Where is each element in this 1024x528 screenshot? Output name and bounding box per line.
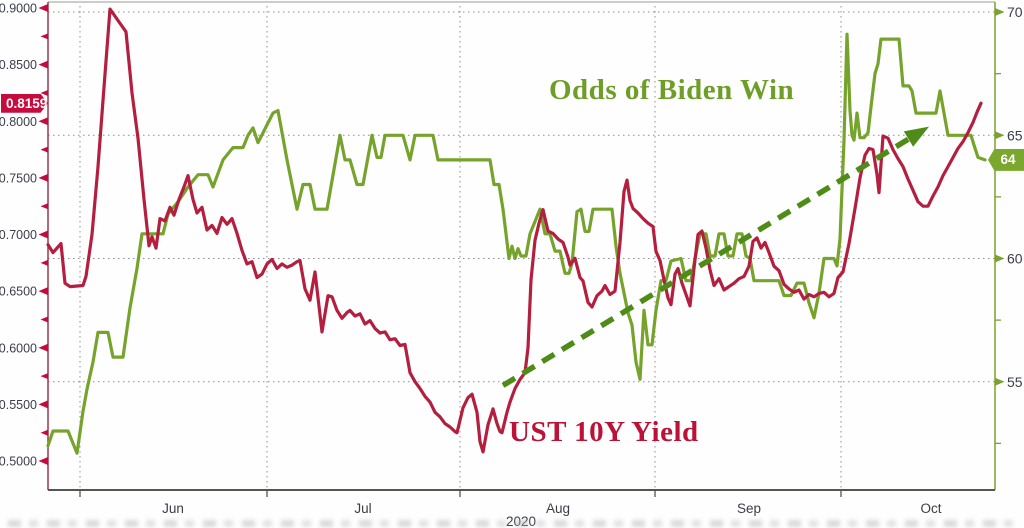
month-tick-label: Sep — [737, 501, 761, 516]
trend-arrow-head — [903, 126, 929, 147]
left-axis-tick-label: 0.8500 — [0, 58, 37, 72]
green-series-label: Odds of Biden Win — [549, 74, 795, 106]
right-axis-tick-label: 60 — [1007, 251, 1023, 267]
gridlines — [48, 6, 995, 490]
left-axis-tick-label: 0.5000 — [0, 455, 37, 469]
right-axis-tick-label: 70 — [1007, 4, 1023, 20]
red-series-label: UST 10Y Yield — [509, 416, 699, 448]
month-tick-label: Oct — [920, 501, 941, 516]
left-axis-tick-label: 0.5500 — [0, 398, 37, 412]
right-axis-last-value-badge: 64 — [988, 148, 1024, 171]
left-axis: 0.9000 0.8500 0.8000 0.7500 0.7000 0.6500 0.60… — [0, 2, 48, 469]
footer-watermark-blurred — [8, 520, 1014, 527]
left-axis-tick-label: 0.6500 — [0, 285, 37, 299]
left-axis-tick-label: 0.7000 — [0, 228, 37, 242]
series-line-ust-10y-yield — [46, 7, 983, 454]
right-axis-tick-label: 65 — [1007, 127, 1023, 143]
month-tick-label: Aug — [546, 501, 570, 516]
right-axis-tick-label: 55 — [1007, 374, 1023, 390]
left-axis-tick-label: 0.9000 — [0, 2, 37, 16]
trend-arrow — [501, 126, 929, 388]
month-tick-label: Jun — [162, 501, 184, 516]
series-line-odds-of-biden-win — [46, 32, 987, 455]
left-axis-tick-label: 0.6000 — [0, 341, 37, 355]
left-axis-last-value-badge: 0.8159 — [1, 93, 48, 113]
x-axis: JunJulAugSepOct2020 — [79, 490, 942, 528]
left-axis-tick-label: 0.7500 — [0, 171, 37, 185]
right-axis: 70 65 60 55 — [995, 4, 1023, 445]
month-tick-label: Jul — [354, 501, 371, 516]
left-axis-tick-label: 0.8000 — [0, 115, 37, 129]
